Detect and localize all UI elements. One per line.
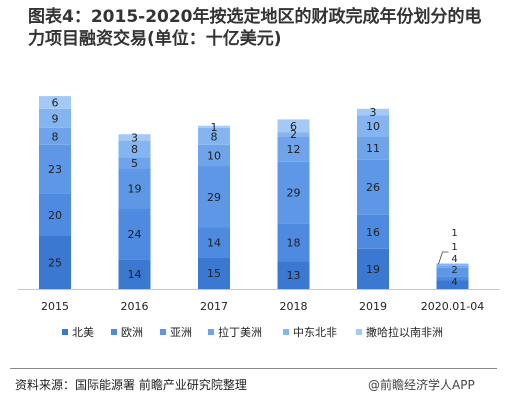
legend-label: 撒哈拉以南非洲 — [366, 325, 443, 339]
bars-layer — [39, 96, 469, 289]
bar-segment — [357, 159, 389, 215]
data-label: 3 — [370, 106, 377, 119]
data-label: 4 — [451, 254, 457, 265]
data-label: 10 — [366, 120, 380, 133]
data-label: 3 — [131, 131, 138, 144]
chart-title: 图表4：2015-2020年按选定地区的财政完成年份划分的电力项目融资交易(单位… — [28, 7, 482, 49]
legend-swatch — [208, 329, 214, 335]
bar-segment — [357, 136, 389, 160]
bar-segment — [39, 96, 71, 109]
bar-segment — [198, 144, 230, 167]
data-label: 14 — [128, 268, 142, 281]
data-label: 15 — [207, 267, 221, 280]
legend-label: 中东北非 — [293, 326, 337, 339]
data-label: 8 — [211, 130, 218, 143]
footer-divider — [10, 368, 497, 369]
bar-segment — [357, 108, 389, 116]
legend-swatch — [356, 329, 362, 335]
bar-segment — [39, 193, 71, 236]
legend-swatch — [283, 329, 289, 335]
bar-segment — [277, 161, 310, 224]
data-label: 5 — [131, 157, 138, 170]
data-label: 8 — [52, 130, 59, 143]
bar-segment — [436, 276, 469, 281]
bar-segment — [357, 248, 389, 289]
legend-swatch — [160, 329, 166, 335]
legend-swatch — [111, 329, 117, 335]
x-tick-label: 2020.01-04 — [421, 300, 484, 313]
data-labels-layer: 2520238961424195831514291081131829122619… — [48, 96, 458, 288]
data-label: 25 — [48, 257, 62, 270]
leader-line — [438, 251, 449, 265]
bar-segment — [39, 127, 71, 145]
bar-segment — [198, 125, 230, 128]
bar-segment — [277, 261, 310, 289]
bar-segment — [277, 136, 310, 162]
data-label: 19 — [128, 182, 142, 195]
legend: 北美 欧洲 亚洲 拉丁美洲 中东北非 撒哈拉以南非洲 — [62, 325, 443, 339]
data-label: 8 — [131, 143, 138, 156]
x-tick-label: 2018 — [280, 300, 308, 313]
bar-segment — [39, 236, 71, 289]
bar-segment — [277, 119, 310, 133]
data-label: 29 — [287, 187, 301, 200]
bar-segment — [357, 214, 389, 249]
bar-segment — [118, 134, 151, 141]
bar-segment — [118, 140, 151, 158]
bar-segment — [277, 132, 310, 137]
data-label: 19 — [366, 263, 380, 276]
bar-segment — [198, 127, 230, 145]
data-label: 24 — [128, 228, 142, 241]
data-label: 4 — [451, 277, 457, 288]
data-label: 16 — [366, 226, 380, 239]
data-label: 1 — [451, 228, 457, 239]
source-note: 资料来源：国际能源署 前瞻产业研究院整理 — [15, 378, 247, 392]
data-label: 9 — [52, 112, 59, 125]
x-tick-labels: 2015 2016 2017 2018 2019 2020.01-04 — [41, 300, 484, 313]
bar-segment — [118, 259, 151, 289]
data-label: 1 — [451, 242, 457, 253]
bar-segment — [198, 257, 230, 289]
bar-segment — [39, 144, 71, 194]
data-label: 13 — [287, 269, 301, 282]
bar-segment — [118, 208, 151, 260]
data-label: 11 — [366, 142, 380, 155]
bar-segment — [198, 227, 230, 258]
data-label: 2 — [451, 265, 457, 276]
data-label: 12 — [287, 143, 301, 156]
data-label: 18 — [287, 236, 301, 249]
legend-swatch — [62, 329, 68, 335]
data-label: 20 — [48, 209, 62, 222]
stacked-bar-chart: 2520238961424195831514291081131829122619… — [18, 96, 500, 339]
bar-segment — [357, 115, 389, 137]
x-tick-label: 2016 — [121, 300, 149, 313]
data-label: 1 — [211, 121, 218, 134]
legend-label: 欧洲 — [121, 326, 143, 339]
x-tick-label: 2017 — [200, 300, 228, 313]
bar-segment — [39, 108, 71, 128]
legend-label: 拉丁美洲 — [218, 325, 262, 339]
data-label: 6 — [52, 96, 59, 109]
bar-segment — [118, 157, 151, 169]
x-tick-label: 2019 — [359, 300, 387, 313]
bar-segment — [436, 280, 469, 289]
legend-label: 北美 — [72, 326, 94, 339]
bar-segment — [436, 263, 469, 266]
bar-segment — [436, 265, 469, 268]
data-label: 2 — [290, 128, 297, 141]
data-label: 23 — [48, 163, 62, 176]
brand-watermark: @前瞻经济学人APP — [368, 378, 475, 392]
x-tick-label: 2015 — [41, 300, 69, 313]
bar-segment — [118, 168, 151, 209]
data-label: 14 — [207, 236, 221, 249]
data-label: 10 — [207, 149, 221, 162]
data-label: 6 — [290, 120, 297, 133]
bar-segment — [277, 223, 310, 262]
data-label: 29 — [207, 191, 221, 204]
bar-segment — [436, 267, 469, 277]
data-label: 26 — [366, 181, 380, 194]
legend-label: 亚洲 — [170, 326, 192, 339]
bar-segment — [198, 166, 230, 228]
